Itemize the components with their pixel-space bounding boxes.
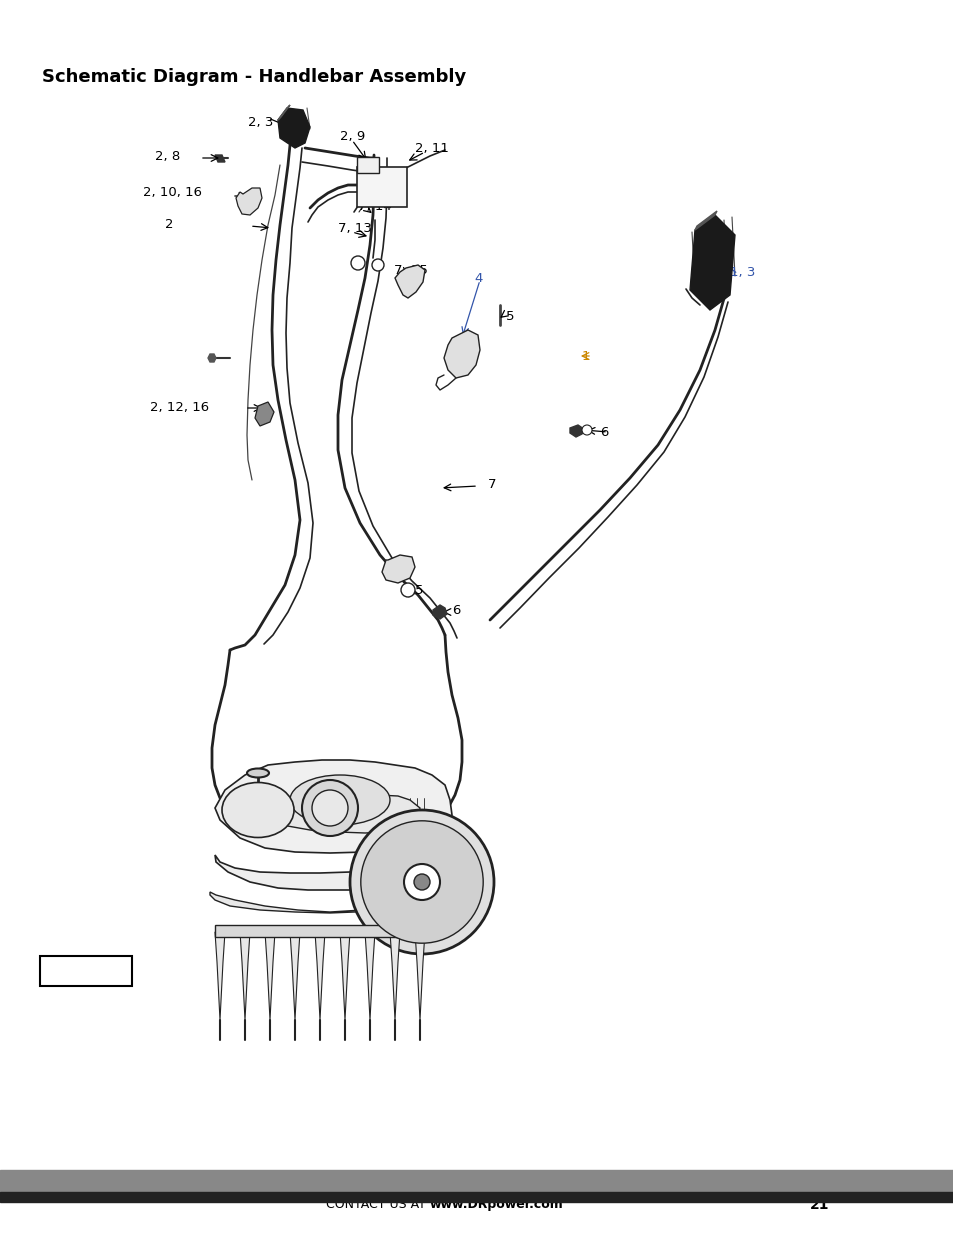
Polygon shape [395, 266, 424, 298]
Polygon shape [214, 760, 452, 853]
Polygon shape [381, 555, 415, 583]
FancyBboxPatch shape [40, 956, 132, 986]
Text: 2, 8: 2, 8 [154, 149, 180, 163]
Text: www.DRpower.com: www.DRpower.com [430, 1198, 563, 1212]
Text: 2: 2 [165, 217, 173, 231]
Circle shape [312, 790, 348, 826]
Circle shape [350, 810, 494, 953]
Polygon shape [569, 425, 583, 437]
Text: 5: 5 [505, 310, 514, 322]
Polygon shape [214, 932, 225, 1020]
FancyBboxPatch shape [356, 157, 378, 173]
Polygon shape [415, 932, 424, 1020]
FancyBboxPatch shape [356, 167, 407, 207]
Text: 1, 3: 1, 3 [729, 266, 755, 279]
Polygon shape [214, 852, 444, 890]
Text: 4: 4 [474, 272, 482, 284]
Text: 7, 13: 7, 13 [337, 221, 372, 235]
Text: CONTACT US AT: CONTACT US AT [326, 1198, 430, 1212]
Polygon shape [443, 330, 479, 378]
Text: 6: 6 [599, 426, 608, 438]
Polygon shape [210, 892, 419, 913]
Text: 1: 1 [581, 350, 590, 363]
Polygon shape [695, 211, 717, 230]
Text: 2, 11: 2, 11 [415, 142, 449, 154]
Circle shape [302, 781, 357, 836]
Circle shape [400, 583, 415, 597]
Text: 2, 9: 2, 9 [339, 130, 365, 142]
Text: 2, 10, 16: 2, 10, 16 [143, 185, 202, 199]
Polygon shape [390, 932, 399, 1020]
Circle shape [403, 864, 439, 900]
Ellipse shape [247, 768, 269, 778]
Circle shape [351, 256, 365, 270]
Polygon shape [240, 932, 250, 1020]
Polygon shape [433, 605, 447, 619]
Text: 21: 21 [809, 1198, 829, 1212]
Polygon shape [277, 107, 310, 148]
Polygon shape [314, 932, 325, 1020]
Text: 4: 4 [390, 557, 398, 571]
Polygon shape [208, 354, 215, 362]
Circle shape [581, 425, 592, 435]
Text: Schematic Diagram - Handlebar Assembly: Schematic Diagram - Handlebar Assembly [42, 68, 466, 86]
Polygon shape [254, 403, 274, 426]
Text: 6: 6 [452, 604, 460, 616]
Ellipse shape [290, 776, 390, 825]
Text: 2, 3: 2, 3 [248, 116, 274, 128]
Text: 092214: 092214 [61, 965, 112, 977]
Ellipse shape [222, 783, 294, 837]
Text: 7, 15: 7, 15 [394, 263, 428, 277]
Polygon shape [265, 932, 274, 1020]
Circle shape [360, 821, 482, 944]
Bar [214, 925, 415, 937]
Circle shape [414, 874, 430, 890]
Text: 7: 7 [488, 478, 496, 490]
Polygon shape [689, 215, 734, 310]
Bar [0, 1170, 953, 1192]
Bar [0, 1192, 953, 1202]
Text: 5: 5 [415, 583, 423, 597]
Polygon shape [214, 156, 225, 162]
Polygon shape [235, 188, 262, 215]
Polygon shape [290, 932, 299, 1020]
Circle shape [372, 259, 384, 270]
Text: 2, 12, 16: 2, 12, 16 [150, 401, 209, 415]
Polygon shape [365, 932, 375, 1020]
Polygon shape [277, 105, 290, 120]
Text: 7, 14: 7, 14 [357, 200, 392, 212]
Polygon shape [339, 932, 350, 1020]
Polygon shape [265, 795, 419, 832]
